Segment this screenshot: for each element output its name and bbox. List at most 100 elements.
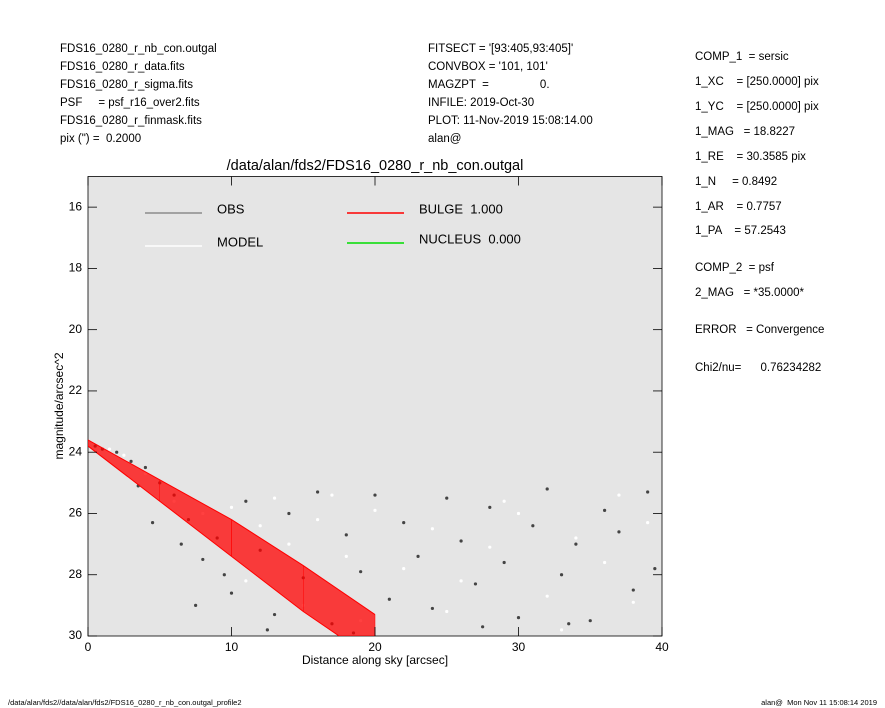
data-point (459, 539, 463, 543)
parameter-line: 1_PA = 57.2543 (695, 225, 786, 237)
parameter-line: 1_AR = 0.7757 (695, 201, 782, 213)
data-point (201, 557, 205, 562)
data-point (287, 511, 291, 516)
chart-title: /data/alan/fds2/FDS16_0280_r_nb_con.outg… (227, 158, 524, 174)
data-point (287, 542, 291, 546)
data-point (545, 594, 549, 598)
header-left-line: FDS16_0280_r_data.fits (60, 61, 185, 73)
header-middle-line: PLOT: 11-Nov-2019 15:08:14.00 (428, 115, 593, 127)
y-tick-label: 20 (69, 322, 83, 336)
legend-label: OBS (217, 201, 245, 216)
parameter-line: Chi2/nu= 0.76234282 (695, 362, 821, 374)
x-tick-label: 20 (368, 640, 382, 654)
data-point (373, 508, 377, 513)
y-tick-label: 16 (69, 199, 83, 213)
x-tick-label: 10 (225, 640, 239, 654)
data-point (588, 619, 592, 623)
data-point (129, 459, 133, 463)
data-point (502, 499, 506, 503)
header-left-line: FDS16_0280_r_sigma.fits (60, 79, 193, 91)
y-tick-label: 22 (69, 383, 83, 397)
header-middle-line: CONVBOX = '101, 101' (428, 61, 548, 73)
header-left-line: FDS16_0280_r_finmask.fits (60, 115, 202, 127)
data-point (194, 603, 198, 607)
y-tick-label: 30 (69, 628, 83, 642)
x-tick-label: 0 (85, 640, 92, 654)
data-point (502, 560, 506, 565)
data-point (330, 493, 334, 497)
data-point (430, 606, 434, 611)
data-point (574, 542, 578, 546)
parameter-line: 1_YC = [250.0000] pix (695, 101, 819, 113)
legend-label: MODEL (217, 234, 263, 249)
parameter-line: 2_MAG = *35.0000* (695, 287, 805, 299)
header-left-line: FDS16_0280_r_nb_con.outgal (60, 43, 217, 55)
data-point (143, 465, 147, 470)
data-point (473, 582, 478, 586)
data-point (574, 536, 578, 540)
data-point (653, 567, 657, 571)
plot-area (87, 176, 663, 637)
y-tick-label: 28 (69, 567, 83, 581)
plot-marks (88, 439, 657, 636)
data-point (445, 609, 449, 614)
data-point (244, 499, 248, 503)
footer-right: alan@ Mon Nov 11 15:08:14 2019 (761, 698, 877, 707)
header-middle-line: FITSECT = '[93:405,93:405]' (428, 43, 573, 55)
data-point (359, 570, 363, 574)
data-point (559, 628, 564, 632)
data-point (459, 579, 463, 583)
data-point (631, 600, 635, 604)
data-point (258, 524, 262, 528)
legend-label: BULGE 1.000 (419, 201, 503, 216)
header-left-line: PSF = psf_r16_over2.fits (60, 97, 200, 109)
data-point (416, 554, 420, 558)
data-point (617, 530, 621, 534)
parameter-line: 1_N = 0.8492 (695, 176, 777, 188)
data-point (617, 493, 621, 497)
data-point (531, 524, 535, 528)
parameter-line: 1_XC = [250.0000] pix (695, 76, 819, 88)
data-point (344, 554, 348, 558)
data-point (481, 625, 485, 629)
data-point (229, 505, 234, 509)
data-point (488, 505, 492, 509)
header-middle-line: INFILE: 2019-Oct-30 (428, 97, 534, 109)
data-point (107, 447, 112, 451)
data-point (222, 573, 226, 577)
data-point (316, 490, 320, 494)
data-point (244, 579, 248, 583)
legend-label: NUCLEUS 0.000 (419, 231, 521, 246)
data-point (179, 542, 183, 546)
x-tick-label: 40 (655, 640, 669, 654)
parameter-line: ERROR = Convergence (695, 324, 824, 336)
model-edge (88, 445, 341, 636)
data-point (559, 573, 564, 577)
y-tick-label: 18 (69, 261, 83, 275)
data-point (488, 545, 492, 549)
parameter-line: COMP_2 = psf (695, 262, 775, 274)
y-axis-label: magnitude/arcsec^2 (52, 352, 66, 459)
data-point (402, 521, 406, 525)
data-point (445, 496, 449, 500)
data-point (115, 450, 119, 454)
parameter-line: COMP_1 = sersic (695, 51, 789, 63)
data-point (272, 612, 277, 617)
data-point (646, 521, 650, 525)
data-point (272, 496, 277, 500)
data-point (603, 508, 607, 513)
data-point (516, 511, 521, 516)
data-point (122, 453, 126, 457)
footer-left: /data/alan/fds2//data/alan/fds2/FDS16_02… (8, 698, 242, 707)
data-point (516, 616, 521, 620)
data-point (229, 591, 234, 595)
data-point (265, 628, 269, 632)
y-tick-label: 26 (69, 506, 83, 520)
header-middle-line: alan@ (428, 133, 461, 145)
data-point (646, 490, 650, 494)
data-point (545, 487, 549, 491)
x-axis-label: Distance along sky [arcsec] (302, 653, 448, 667)
data-point (150, 521, 155, 525)
parameter-line: 1_MAG = 18.8227 (695, 126, 795, 138)
